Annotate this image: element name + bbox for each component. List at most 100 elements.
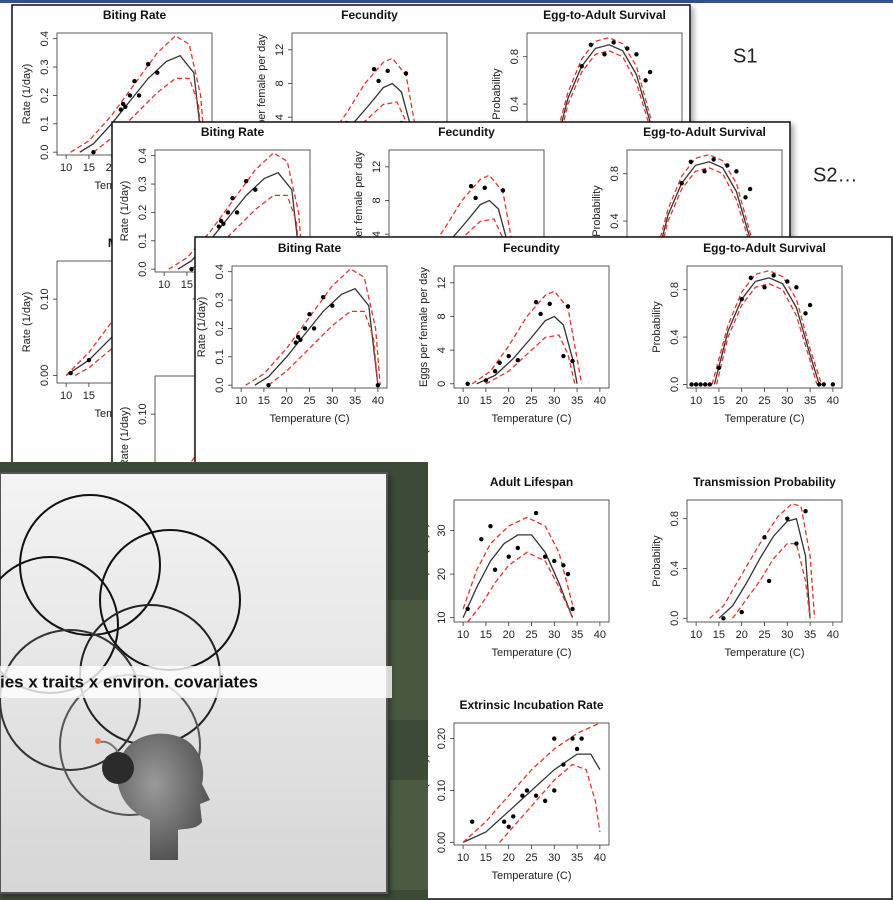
data-point (808, 303, 812, 307)
data-point (570, 607, 574, 611)
x-tick-label: 10 (235, 395, 247, 407)
y-axis-label: Rate (1/day) (119, 407, 131, 468)
data-point (702, 169, 706, 173)
data-point (68, 371, 72, 375)
y-tick-label: 10 (436, 612, 448, 624)
data-point (189, 267, 193, 271)
y-tick-label: 0.3 (214, 292, 226, 307)
data-point (372, 67, 376, 71)
data-point (643, 78, 647, 82)
slide-label: S2… (813, 164, 857, 186)
y-axis-label: Eggs per female per day (418, 267, 430, 387)
data-point (762, 535, 766, 539)
data-point (831, 382, 835, 386)
data-point (137, 93, 141, 97)
data-point (566, 304, 570, 308)
y-tick-label: 0.0 (669, 377, 681, 392)
y-tick-label: 0.20 (436, 728, 448, 749)
y-tick-label: 12 (436, 277, 448, 289)
x-tick-label: 35 (571, 629, 583, 641)
chart-title: Adult Lifespan (490, 475, 573, 489)
data-point (483, 186, 487, 190)
data-point (749, 276, 753, 280)
x-tick-label: 35 (571, 395, 583, 407)
x-tick-label: 40 (827, 629, 839, 641)
data-point (312, 326, 316, 330)
data-point (740, 297, 744, 301)
data-point (123, 105, 127, 109)
x-tick-label: 20 (736, 629, 748, 641)
x-tick-label: 15 (480, 852, 492, 864)
data-point (625, 46, 629, 50)
data-point (694, 382, 698, 386)
data-point (589, 43, 593, 47)
data-point (575, 747, 579, 751)
data-point (794, 285, 798, 289)
satellite-patch (388, 600, 428, 720)
data-point (497, 361, 501, 365)
x-tick-label: 10 (60, 390, 72, 402)
y-tick-label: 4 (436, 347, 448, 353)
y-axis-label: Rate (1/day) (196, 297, 208, 358)
data-point (230, 196, 234, 200)
bomb (102, 752, 134, 784)
data-point (507, 354, 511, 358)
data-point (294, 340, 298, 344)
x-tick-label: 20 (281, 395, 293, 407)
chart-title: Biting Rate (201, 125, 265, 139)
x-tick-label: 25 (525, 629, 537, 641)
x-tick-label: 10 (457, 852, 469, 864)
data-point (602, 52, 606, 56)
x-tick-label: 15 (713, 395, 725, 407)
chart-title: Egg-to-Adult Survival (643, 125, 766, 139)
x-tick-label: 30 (548, 395, 560, 407)
y-tick-label: 0 (436, 381, 448, 387)
data-point (552, 788, 556, 792)
chart-title: Fecundity (341, 8, 398, 22)
y-tick-label: 0.0 (669, 611, 681, 626)
y-tick-label: 12 (274, 44, 286, 56)
y-axis-label: Probability (651, 301, 663, 353)
data-point (253, 188, 257, 192)
y-axis-label: Probability (491, 68, 503, 120)
y-tick-label: 0.10 (137, 403, 149, 424)
data-point (534, 793, 538, 797)
data-point (611, 40, 615, 44)
data-point (634, 52, 638, 56)
data-point (479, 537, 483, 541)
data-point (128, 93, 132, 97)
x-tick-label: 30 (781, 629, 793, 641)
data-point (648, 70, 652, 74)
x-tick-label: 15 (83, 390, 95, 402)
y-axis-label: Rate (1/day) (119, 181, 131, 242)
data-point (488, 524, 492, 528)
y-tick-label: 0.3 (137, 176, 149, 191)
data-point (520, 793, 524, 797)
x-tick-label: 25 (525, 852, 537, 864)
data-point (566, 572, 570, 576)
data-point (119, 107, 123, 111)
data-point (803, 509, 807, 513)
x-tick-label: 25 (758, 395, 770, 407)
chart-title: Egg-to-Adult Survival (543, 8, 666, 22)
data-point (570, 359, 574, 363)
data-point (767, 579, 771, 583)
y-tick-label: 0.2 (39, 88, 51, 103)
data-point (748, 187, 752, 191)
y-axis-label: Probability (591, 185, 603, 237)
data-point (501, 188, 505, 192)
data-point (221, 222, 225, 226)
y-tick-label: 0.4 (509, 96, 521, 111)
data-point (244, 179, 248, 183)
y-tick-label: 0.0 (214, 378, 226, 393)
data-point (538, 312, 542, 316)
x-tick-label: 40 (594, 395, 606, 407)
data-point (711, 157, 715, 161)
data-point (146, 62, 150, 66)
overlay-text: ies x traits x environ. covariates (0, 672, 258, 691)
y-tick-label: 8 (436, 313, 448, 319)
data-point (465, 607, 469, 611)
y-tick-label: 0.4 (39, 31, 51, 46)
satellite-patch (390, 780, 428, 890)
data-point (570, 736, 574, 740)
